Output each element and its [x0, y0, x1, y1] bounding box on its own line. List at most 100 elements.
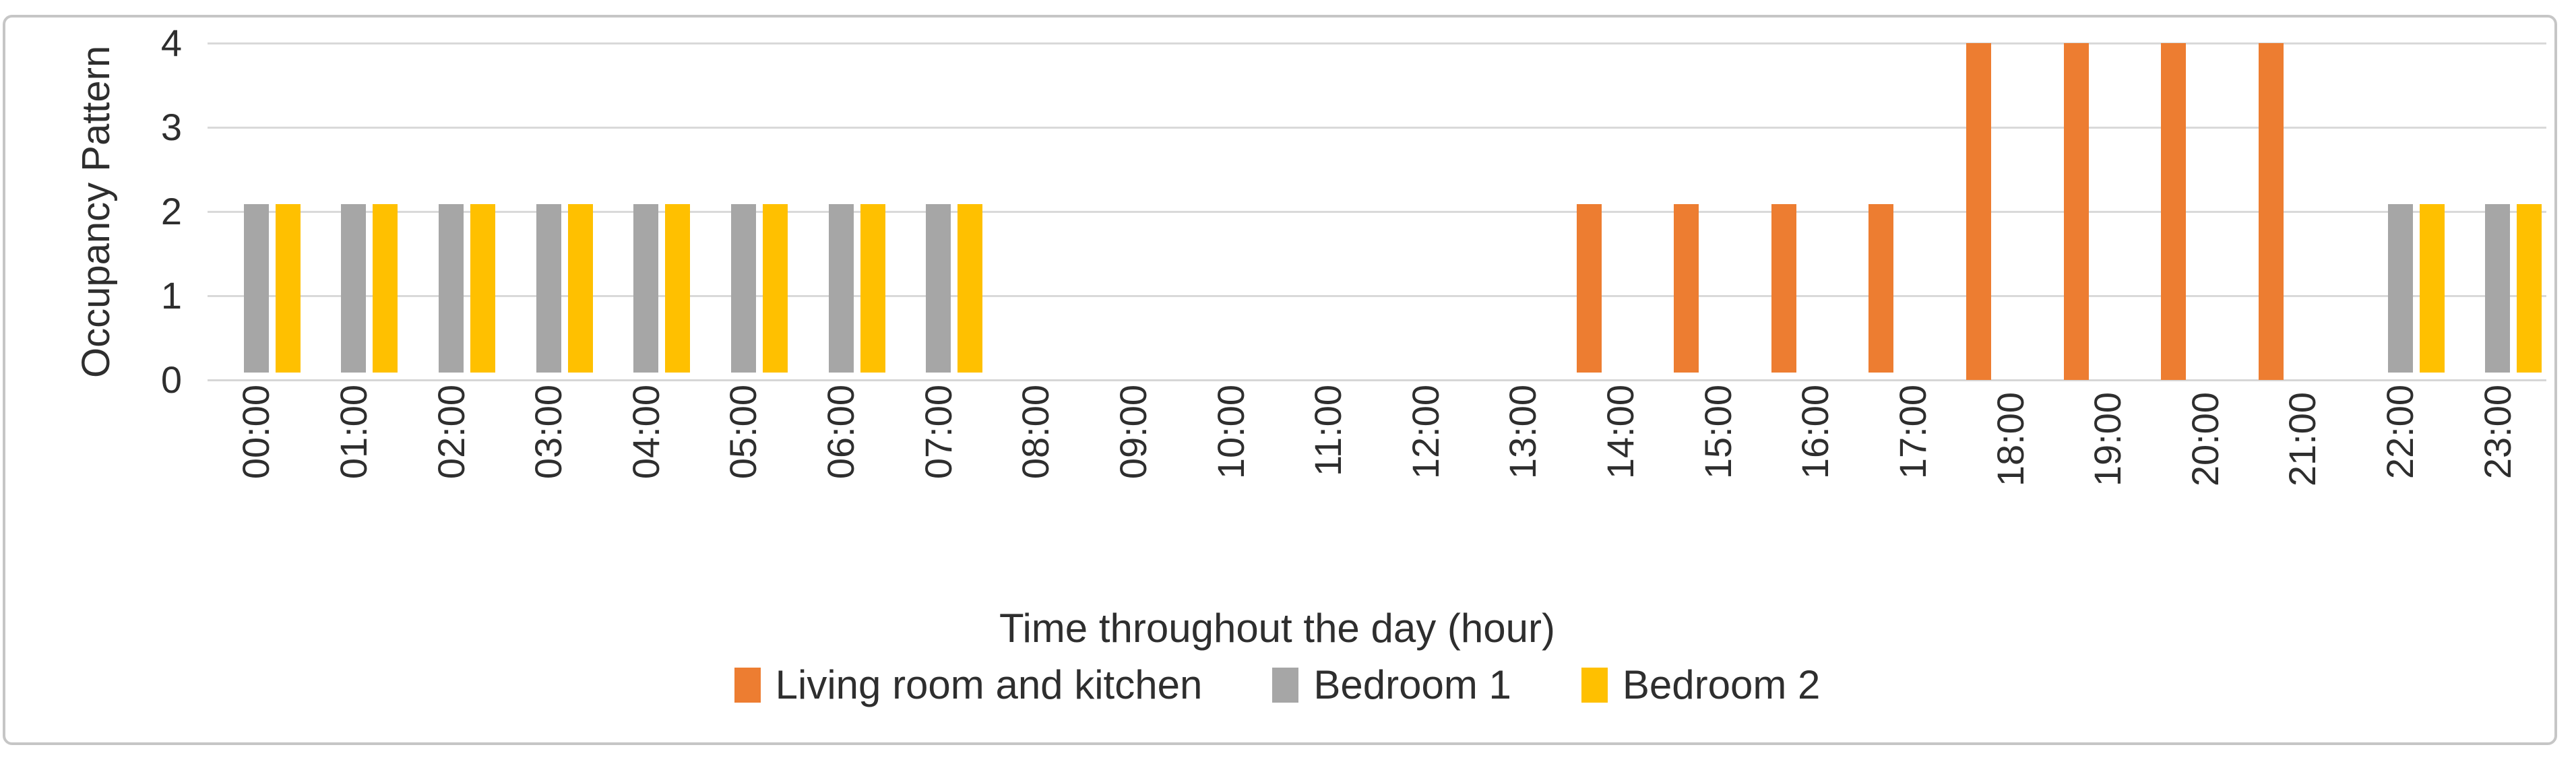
- x-axis-line: [208, 379, 2546, 381]
- bar-living-room-and-kitchen: [1674, 203, 1699, 373]
- bar-cluster: [2449, 43, 2546, 373]
- x-tick-label: 01:00: [332, 384, 375, 480]
- legend: Living room and kitchen Bedroom 1 Bedroom …: [3, 662, 2552, 708]
- category-08:00: 08:00: [987, 43, 1085, 589]
- bar-cluster: [500, 43, 598, 373]
- category-05:00: 05:00: [695, 43, 792, 589]
- x-tick-label: 23:00: [2476, 384, 2519, 480]
- bar-cluster: [1669, 43, 1767, 373]
- bar-living-room-and-kitchen: [2161, 43, 2187, 380]
- x-tick: 06:00: [792, 373, 890, 589]
- category-16:00: 16:00: [1767, 43, 1864, 589]
- x-tick-label: 15:00: [1696, 384, 1739, 480]
- bar-cluster: [1767, 43, 1864, 373]
- category-10:00: 10:00: [1182, 43, 1280, 589]
- x-tick-label: 02:00: [429, 384, 472, 480]
- x-tick-label: 04:00: [624, 384, 667, 480]
- category-12:00: 12:00: [1377, 43, 1475, 589]
- bar-bedroom-2: [762, 203, 788, 373]
- bar-bedroom-2: [957, 203, 983, 373]
- bar-living-room-and-kitchen: [1576, 203, 1602, 373]
- category-18:00: 18:00: [1961, 43, 2059, 589]
- x-tick: 07:00: [889, 373, 987, 589]
- x-tick-label: 06:00: [819, 384, 862, 480]
- x-tick: 23:00: [2449, 373, 2546, 589]
- bar-bedroom-2: [470, 203, 496, 373]
- x-tick-label: 11:00: [1307, 384, 1350, 476]
- category-11:00: 11:00: [1280, 43, 1377, 589]
- bar-bedroom-1: [2387, 203, 2413, 373]
- x-tick-label: 05:00: [722, 384, 765, 480]
- gridline-1: [208, 295, 2546, 297]
- bar-bedroom-1: [730, 203, 756, 373]
- x-tick-label: 08:00: [1014, 384, 1057, 480]
- bar-bedroom-1: [2485, 203, 2511, 373]
- x-tick: 05:00: [695, 373, 792, 589]
- legend-swatch: [734, 667, 761, 703]
- bar-bedroom-1: [439, 203, 464, 373]
- legend-label: Living room and kitchen: [775, 662, 1203, 707]
- x-tick: 13:00: [1474, 373, 1572, 589]
- y-tick-label: 1: [160, 274, 182, 317]
- category-06:00: 06:00: [792, 43, 890, 589]
- x-tick: 02:00: [402, 373, 500, 589]
- bar-bedroom-2: [2419, 203, 2445, 373]
- category-07:00: 07:00: [889, 43, 987, 589]
- legend-swatch: [1272, 667, 1299, 703]
- x-tick: 16:00: [1767, 373, 1864, 589]
- x-tick-label: 19:00: [2086, 392, 2129, 487]
- x-tick: 10:00: [1182, 373, 1280, 589]
- x-tick-label: 07:00: [916, 384, 960, 480]
- bar-cluster: [402, 43, 500, 373]
- x-tick: 15:00: [1669, 373, 1767, 589]
- x-tick: 22:00: [2352, 373, 2449, 589]
- bar-bedroom-2: [860, 203, 885, 373]
- bar-living-room-and-kitchen: [2063, 43, 2089, 380]
- bar-cluster: [2352, 43, 2449, 373]
- bar-cluster: [1474, 43, 1572, 373]
- bar-cluster: [598, 43, 695, 373]
- y-tick-label: 0: [160, 358, 182, 401]
- x-tick: 14:00: [1572, 373, 1670, 589]
- legend-swatch: [1581, 667, 1608, 703]
- bar-cluster: [695, 43, 792, 373]
- bar-bedroom-1: [341, 203, 367, 373]
- x-tick: 21:00: [2254, 380, 2352, 589]
- y-tick-label: 4: [160, 22, 182, 64]
- gridline-4: [208, 42, 2546, 44]
- x-tick: 12:00: [1377, 373, 1475, 589]
- category-09:00: 09:00: [1085, 43, 1183, 589]
- bar-living-room-and-kitchen: [2258, 43, 2284, 380]
- x-tick-label: 09:00: [1111, 384, 1154, 480]
- category-23:00: 23:00: [2449, 43, 2546, 589]
- bar-bedroom-1: [243, 203, 269, 373]
- bar-living-room-and-kitchen: [1966, 43, 1992, 380]
- bar-cluster: [1377, 43, 1475, 373]
- legend-label: Bedroom 2: [1622, 662, 1821, 707]
- x-tick: 17:00: [1864, 373, 1962, 589]
- bar-bedroom-2: [665, 203, 691, 373]
- x-tick-label: 21:00: [2281, 392, 2324, 487]
- category-20:00: 20:00: [2157, 43, 2255, 589]
- x-tick: 03:00: [500, 373, 598, 589]
- bar-cluster: [1961, 43, 2059, 380]
- bar-cluster: [208, 43, 305, 373]
- x-tick: 19:00: [2059, 380, 2157, 589]
- x-tick-label: 14:00: [1599, 384, 1642, 480]
- category-14:00: 14:00: [1572, 43, 1670, 589]
- y-tick-label: 3: [160, 106, 182, 148]
- bar-bedroom-2: [275, 203, 301, 373]
- category-01:00: 01:00: [305, 43, 403, 589]
- bar-bedroom-2: [567, 203, 593, 373]
- category-21:00: 21:00: [2254, 43, 2352, 589]
- bar-cluster: [1572, 43, 1670, 373]
- x-tick: 00:00: [208, 373, 305, 589]
- bar-cluster: [987, 43, 1085, 373]
- gridline-2: [208, 211, 2546, 213]
- bar-living-room-and-kitchen: [1771, 203, 1796, 373]
- bar-cluster: [2254, 43, 2352, 380]
- x-tick: 09:00: [1085, 373, 1183, 589]
- bar-cluster: [2059, 43, 2157, 380]
- bar-bedroom-1: [828, 203, 854, 373]
